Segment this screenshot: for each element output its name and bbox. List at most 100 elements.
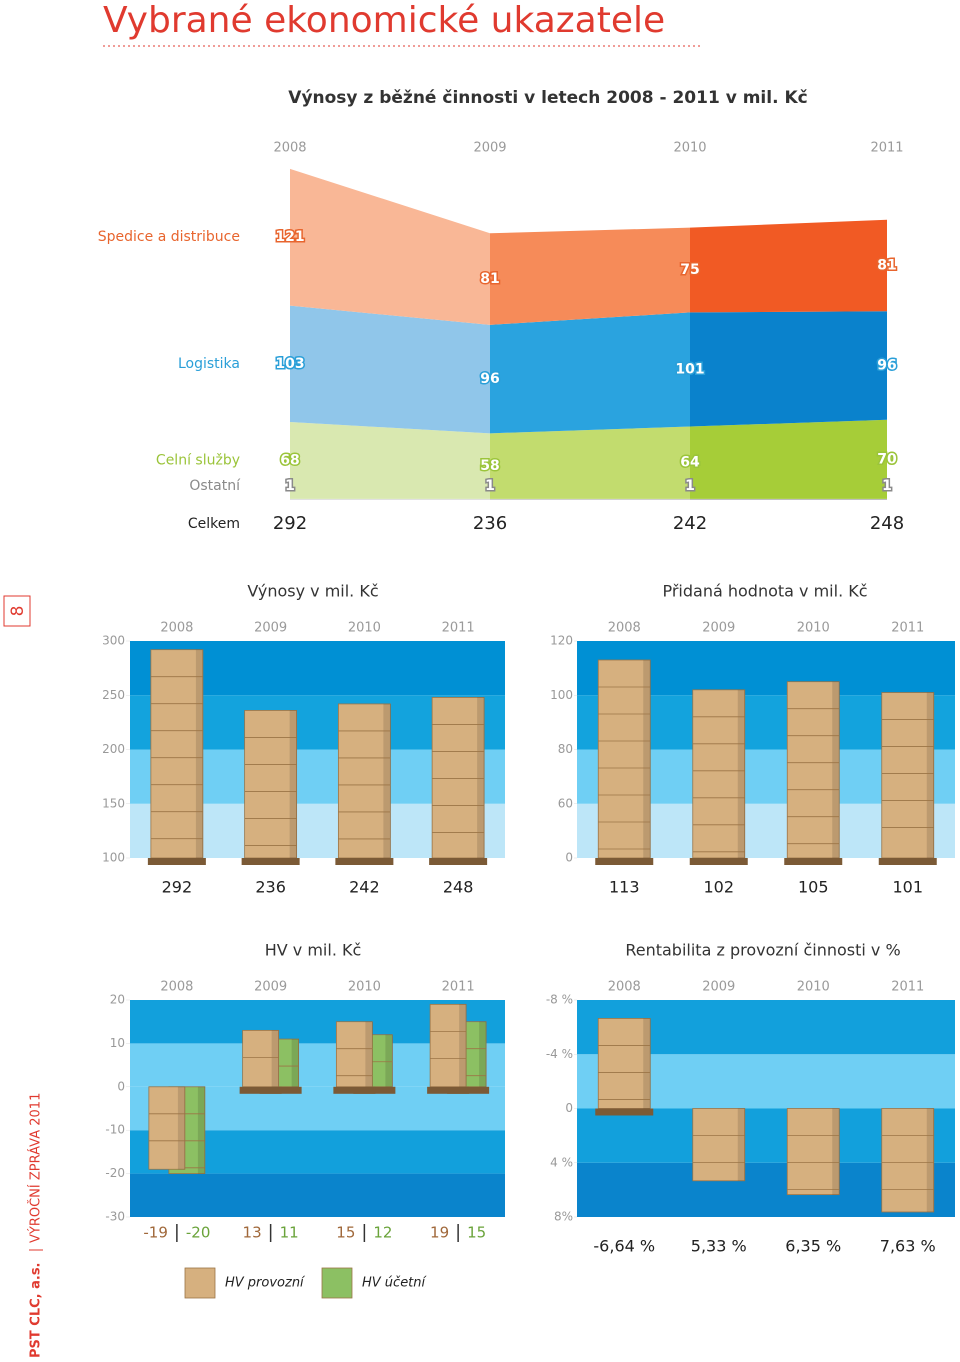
value-label: -19 [143,1224,168,1242]
x-tick-label: 2009 [254,621,287,636]
series-name: Logistika [178,356,240,372]
value-label: 81 [877,257,896,273]
y-tick-label: 100 [102,851,125,865]
area-segment [290,168,490,325]
chart-title: Rentabilita z provozní činnosti v % [625,941,900,960]
value-label: 113 [609,878,640,897]
bar [786,681,840,859]
area-segment [490,498,690,500]
box-side [271,1030,279,1087]
area-segment [490,426,690,499]
chart-title: Výnosy v mil. Kč [247,582,378,601]
area-segment [290,305,490,434]
area-segment [490,227,690,325]
value-label: 15 [336,1224,355,1242]
y-tick-label: 100 [550,688,573,702]
bar [881,692,935,859]
sidebar-report: VÝROČNÍ ZPRÁVA 2011 [28,1093,44,1243]
x-tick-label: 2010 [348,621,381,636]
x-tick-label: 2011 [891,980,924,995]
x-tick-label: 2011 [870,141,903,156]
value-label: 7,63 % [880,1237,936,1256]
pallet [427,1086,470,1094]
total-label: Celkem [188,516,240,532]
value-label: 236 [255,878,286,897]
x-tick-label: 2011 [442,621,475,636]
series-name: Ostatní [189,478,241,494]
total-value: 242 [673,513,707,534]
legend-swatch [321,1267,353,1299]
box-side [832,1108,840,1195]
total-value: 236 [473,513,507,534]
x-tick-label: 2010 [348,980,381,995]
x-tick-label: 2008 [608,621,641,636]
x-tick-label: 2011 [442,980,475,995]
y-tick-label: 60 [558,796,573,810]
area-segment [290,498,490,500]
x-tick-label: 2010 [797,621,830,636]
total-value: 248 [870,513,904,534]
x-tick-label: 2009 [473,141,506,156]
y-tick-label: -8 % [546,993,573,1007]
y-tick-label: -30 [105,1210,125,1224]
area-segment [490,312,690,434]
value-label: 101 [892,878,923,897]
value-label: 121 [275,229,304,245]
box-side [365,1021,373,1087]
x-tick-label: 2009 [702,980,735,995]
bar [692,1108,746,1182]
value-label: 68 [280,452,299,468]
legend-label: HV účetní [362,1276,428,1291]
area-segment [690,419,887,499]
series-name: Spedice a distribuce [98,229,240,245]
box-side [926,1108,934,1212]
bar [244,710,298,859]
x-tick-label: 2008 [273,141,306,156]
page-title: Vybrané ekonomické ukazatele [103,0,665,41]
value-label: 1 [685,478,695,494]
y-tick-label: 10 [110,1036,125,1050]
bar [692,689,746,859]
bar [242,1029,280,1088]
chart-title: Přidaná hodnota v mil. Kč [662,582,867,601]
page-number: 8 [8,606,28,617]
value-label: 96 [877,358,896,374]
bar [150,649,204,859]
value-label: 11 [280,1224,299,1242]
box-side [289,710,297,858]
legend-label: HV provozní [225,1276,306,1291]
area-segment [690,498,887,500]
x-tick-label: 2010 [673,141,706,156]
box-side [197,1086,205,1174]
value-label: 96 [480,371,499,387]
value-label: 1 [285,478,295,494]
pallet [784,858,843,865]
pallet [595,1108,654,1116]
value-label: 1 [882,478,892,494]
x-tick-label: 2011 [891,621,924,636]
box-side [643,659,651,858]
box-side [926,692,934,858]
y-tick-label: 0 [117,1079,125,1093]
total-value: 292 [273,513,307,534]
value-label: 292 [162,878,193,897]
value-label: 15 [467,1224,486,1242]
box-side [832,681,840,858]
pallet [239,1086,282,1094]
value-label: 13 [243,1224,262,1242]
y-tick-label: 200 [102,742,125,756]
value-label: 103 [275,356,304,372]
box-side [643,1018,651,1109]
y-tick-label: 0 [565,1101,573,1115]
value-label: 12 [373,1224,392,1242]
pallet [333,1086,376,1094]
bar [337,703,391,859]
x-tick-label: 2009 [702,621,735,636]
y-tick-label: 20 [110,993,125,1007]
box-side [291,1039,299,1087]
bar [431,697,485,859]
area-segment [690,311,887,427]
y-tick-label: 250 [102,688,125,702]
value-label: 102 [703,878,734,897]
y-tick-label: 120 [550,634,573,648]
